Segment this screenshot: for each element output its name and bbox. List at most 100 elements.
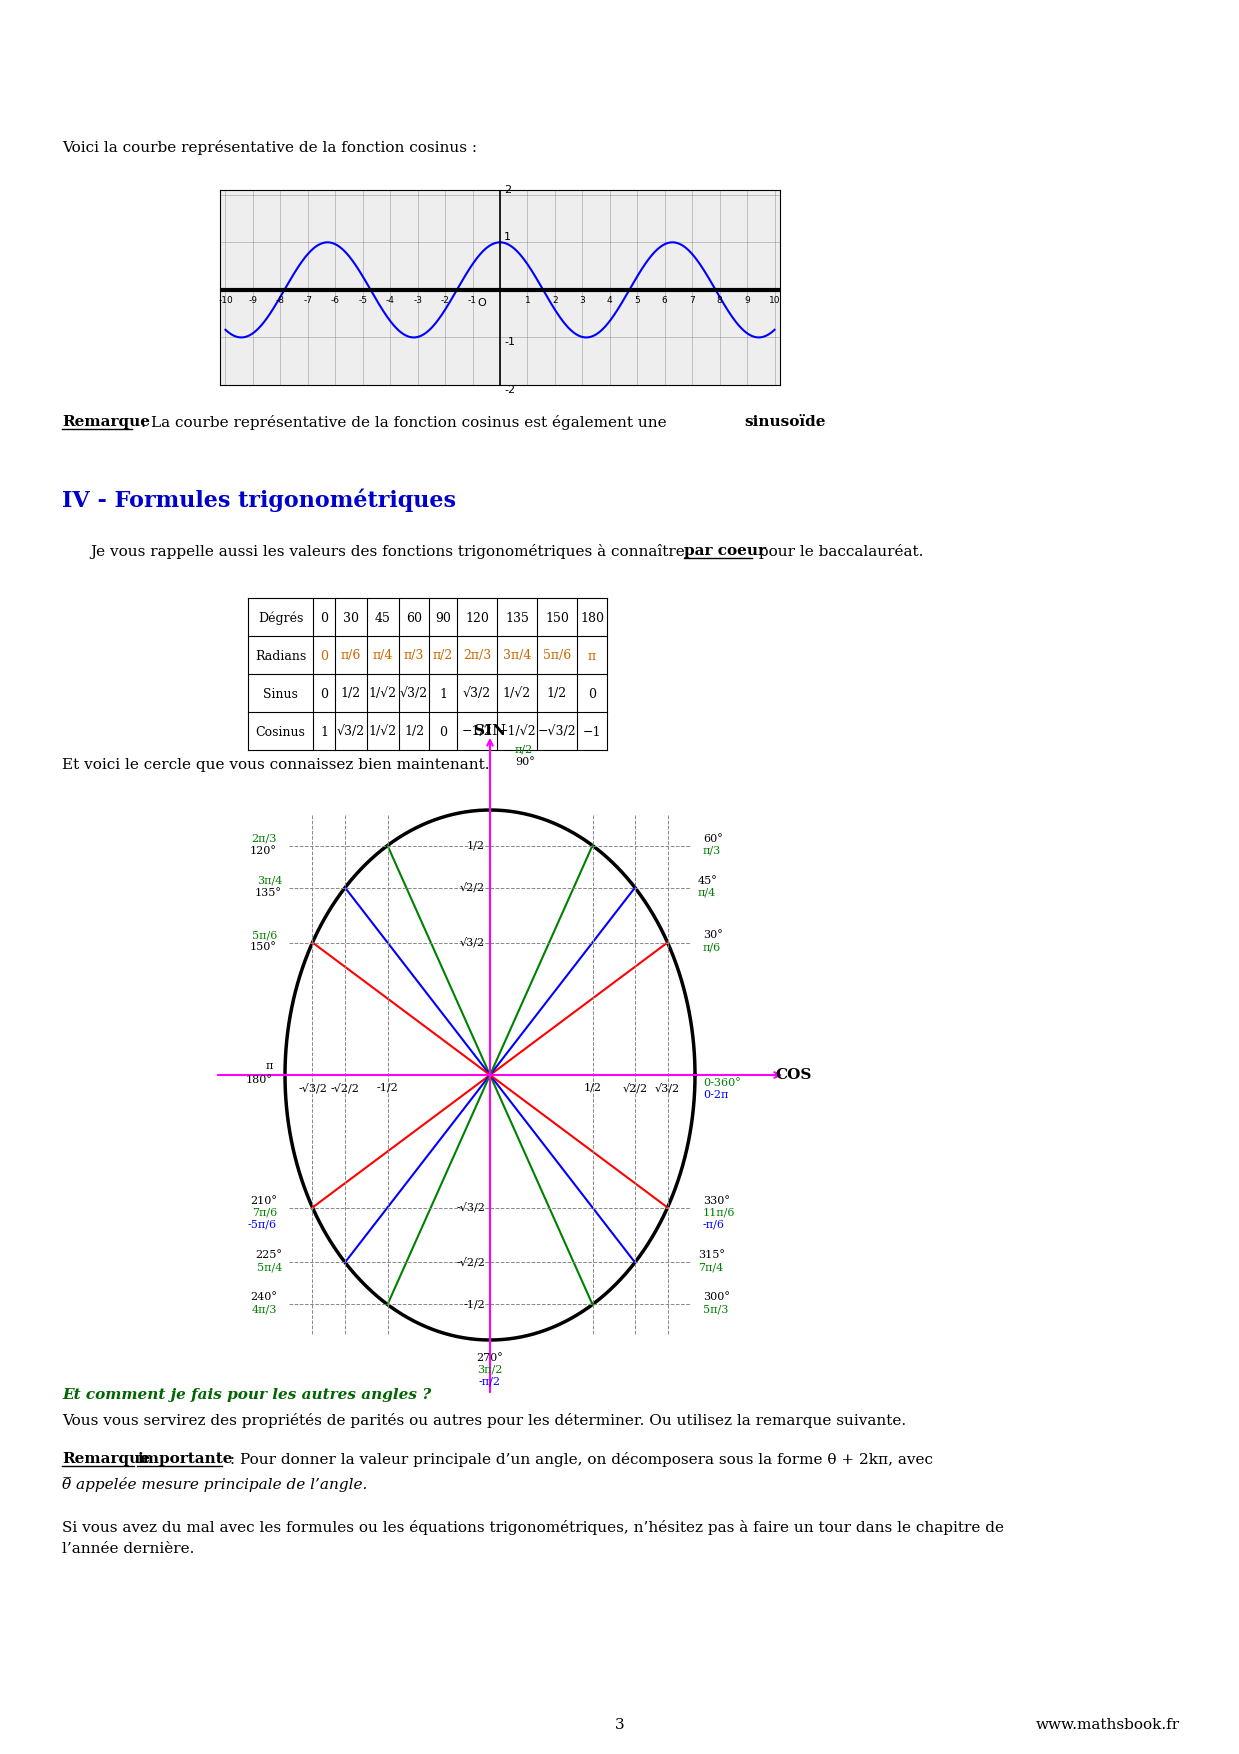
Text: 150°: 150° [250,942,278,952]
Text: 11π/6: 11π/6 [703,1207,736,1217]
Text: par coeur: par coeur [684,544,766,558]
Text: 1/2: 1/2 [341,688,361,700]
Text: 0: 0 [320,688,328,700]
Text: -1/2: -1/2 [377,1082,399,1093]
Text: 2: 2 [504,184,512,195]
Text: 1/√2: 1/√2 [369,688,396,700]
Text: √2/2: √2/2 [622,1082,648,1093]
Text: −1/√2: −1/√2 [498,726,536,738]
Text: 45°: 45° [698,875,717,886]
Text: Et voici le cercle que vous connaissez bien maintenant.: Et voici le cercle que vous connaissez b… [62,758,489,772]
Text: 270°: 270° [477,1352,503,1363]
Text: 300°: 300° [703,1293,730,1303]
Text: 9: 9 [745,296,750,305]
Text: 1: 1 [320,726,328,738]
Text: 5π/3: 5π/3 [703,1305,729,1314]
Text: -π/2: -π/2 [479,1377,501,1387]
Text: -2: -2 [441,296,450,305]
Text: -√2/2: -√2/2 [331,1082,359,1093]
Text: sinusoïde: sinusoïde [743,416,825,430]
Text: √3/2: √3/2 [400,688,427,700]
Text: 240°: 240° [250,1293,278,1303]
Text: 7π/6: 7π/6 [252,1207,278,1217]
Text: 0: 0 [589,688,596,700]
Text: π/2: π/2 [432,649,453,663]
Text: 0: 0 [320,649,328,663]
Text: Je vous rappelle aussi les valeurs des fonctions trigonométriques à connaître: Je vous rappelle aussi les valeurs des f… [90,544,690,560]
Text: -1: -1 [504,337,515,347]
Text: π/4: π/4 [373,649,393,663]
Text: 2: 2 [553,296,558,305]
Text: 7: 7 [689,296,695,305]
Text: π/3: π/3 [703,845,721,856]
Text: π/4: π/4 [698,888,716,898]
Text: 2π/3: 2π/3 [463,649,491,663]
Text: 210°: 210° [250,1196,278,1205]
Text: 1/2: 1/2 [584,1082,601,1093]
Text: Si vous avez du mal avec les formules ou les équations trigonométriques, n’hésit: Si vous avez du mal avec les formules ou… [62,1521,1004,1535]
Text: 30: 30 [343,612,359,624]
Text: 5: 5 [634,296,641,305]
Text: π: π [589,649,596,663]
Text: -5: -5 [358,296,367,305]
Text: 3: 3 [616,1717,624,1731]
Text: √3/2: √3/2 [337,726,366,738]
Text: 0: 0 [439,726,447,738]
Text: Voici la courbe représentative de la fonction cosinus :: Voici la courbe représentative de la fon… [62,140,477,154]
Text: 8: 8 [716,296,722,305]
Text: 90: 90 [435,612,451,624]
Text: importante: importante [138,1452,233,1466]
Text: 2π/3: 2π/3 [252,833,278,844]
Text: 315°: 315° [698,1251,725,1261]
Text: Remarque: Remarque [62,416,150,430]
Text: 3π/4: 3π/4 [256,875,282,886]
Text: 1/2: 1/2 [467,840,484,851]
Text: 5π/6: 5π/6 [543,649,571,663]
Text: Et comment je fais pour les autres angles ?: Et comment je fais pour les autres angle… [62,1387,431,1401]
Text: -5π/6: -5π/6 [248,1219,278,1230]
Text: Radians: Radians [255,649,306,663]
Text: -4: -4 [385,296,395,305]
Text: Sinus: Sinus [263,688,297,700]
Text: 6: 6 [662,296,668,305]
Text: 5π/4: 5π/4 [256,1263,282,1272]
Text: 4: 4 [607,296,612,305]
Text: −1: −1 [582,726,601,738]
Text: √3/2: √3/2 [655,1082,680,1093]
Text: 4π/3: 4π/3 [252,1305,278,1314]
Text: 0-2π: 0-2π [703,1089,729,1100]
Text: π: π [265,1061,273,1072]
Text: 0-360°: 0-360° [703,1079,741,1087]
Text: pour le baccalauréat.: pour le baccalauréat. [755,544,923,560]
Text: 330°: 330° [703,1196,730,1205]
Text: www.mathsbook.fr: www.mathsbook.fr [1036,1717,1180,1731]
Text: −1/2: −1/2 [462,726,492,738]
Text: Remarque: Remarque [62,1452,150,1466]
Text: COS: COS [776,1068,812,1082]
Text: √3/2: √3/2 [460,937,484,947]
Text: 3: 3 [580,296,585,305]
Text: π/6: π/6 [703,942,721,952]
Text: 120°: 120° [250,845,278,856]
Text: Dégrés: Dégrés [258,610,304,624]
Text: 150: 150 [545,612,569,624]
Text: 60°: 60° [703,833,722,844]
Text: π/2: π/2 [515,745,533,754]
Text: −√3/2: −√3/2 [538,726,576,738]
Text: 225°: 225° [255,1251,282,1261]
Text: Cosinus: Cosinus [255,726,306,738]
Text: 1/√2: 1/√2 [369,726,396,738]
Text: 120: 120 [465,612,489,624]
Text: 1: 1 [439,688,447,700]
Text: 1: 1 [504,232,512,242]
Text: 30°: 30° [703,931,722,940]
Text: π/6: π/6 [341,649,362,663]
Text: -π/6: -π/6 [703,1219,725,1230]
Text: 10: 10 [768,296,781,305]
Text: 1/2: 1/2 [404,726,424,738]
Text: 5π/6: 5π/6 [252,931,278,940]
Text: 180°: 180° [247,1075,273,1086]
Text: 1: 1 [524,296,530,305]
Text: : Pour donner la valeur principale d’un angle, on décomposera sous la forme θ + : : Pour donner la valeur principale d’un … [225,1452,933,1466]
Text: -2: -2 [504,384,515,395]
